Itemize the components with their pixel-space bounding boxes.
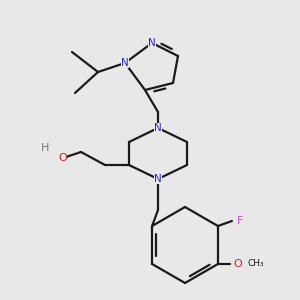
- Text: H: H: [41, 143, 49, 153]
- Text: O: O: [58, 153, 68, 163]
- Text: N: N: [121, 58, 129, 68]
- Text: CH₃: CH₃: [248, 260, 265, 268]
- Text: O: O: [233, 259, 242, 269]
- Text: N: N: [148, 38, 156, 48]
- Text: N: N: [154, 123, 162, 133]
- Text: F: F: [237, 216, 243, 226]
- Text: N: N: [154, 174, 162, 184]
